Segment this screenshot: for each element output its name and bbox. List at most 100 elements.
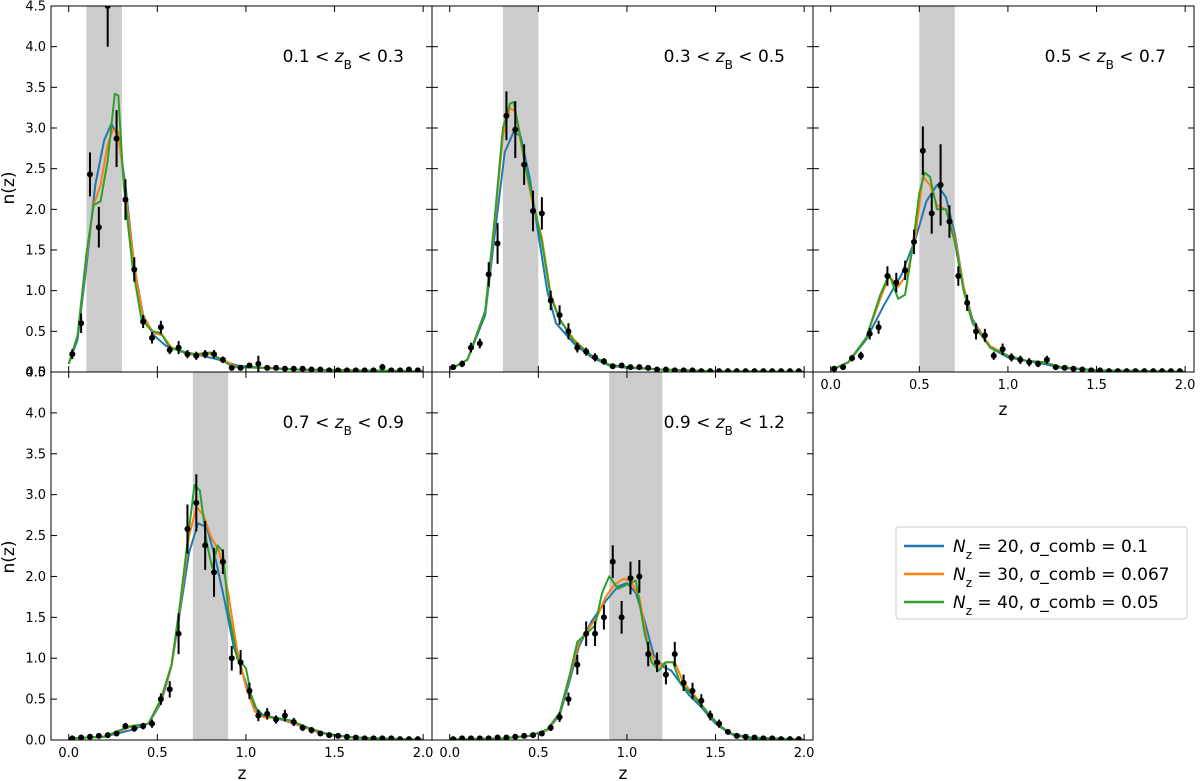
panel-label-p5: 0.9 < zB < 1.2 [664,413,785,438]
y-tick-label-p4-5: 2.5 [25,529,46,544]
data-point-p2-11 [547,297,554,304]
data-point-p2-2 [467,344,474,351]
x-tick-label-p3-3: 1.5 [1086,378,1107,393]
legend-label-1: Nz = 30, σ_comb = 0.067 [953,565,1170,590]
panel-label-p1: 0.1 < zB < 0.3 [283,47,404,72]
data-point-p5-20 [627,575,634,582]
y-axis-label-bottom: n(z) [0,541,19,574]
data-point-p4-8 [140,723,147,730]
data-point-p1-13 [184,351,191,358]
x-tick-label-p3-1: 0.5 [909,378,930,393]
legend-label-2: Nz = 40, σ_comb = 0.05 [953,593,1159,618]
data-point-p2-30 [716,368,723,372]
data-point-p4-17 [219,558,226,565]
data-point-p5-14 [574,661,581,668]
data-point-p4-10 [157,696,164,703]
data-point-p4-26 [299,724,306,731]
data-point-p5-7 [512,733,519,740]
data-point-p4-38 [405,736,412,740]
data-point-p2-8 [521,161,528,168]
series-line-green-p1 [67,92,424,372]
data-point-p3-35 [1141,368,1148,372]
data-point-p4-36 [388,735,395,740]
data-point-p5-23 [654,659,661,666]
data-point-p2-4 [485,271,492,278]
y-tick-label-p4-1: 0.5 [25,693,46,708]
data-point-p2-21 [636,364,643,371]
data-point-p3-14 [955,273,962,280]
data-point-p1-22 [264,364,271,371]
data-point-p2-22 [645,364,652,371]
data-point-p2-36 [769,368,776,372]
data-point-p3-15 [964,299,971,306]
panel-label-p4: 0.7 < zB < 0.9 [283,413,404,438]
data-point-p4-0 [69,735,76,740]
data-point-p2-9 [530,207,537,214]
x-tick-label-p4-0: 0.0 [58,746,79,761]
data-point-p3-1 [840,364,847,371]
data-point-p1-14 [193,352,200,359]
data-point-p5-10 [538,730,545,737]
data-point-p1-20 [246,362,253,369]
data-point-p4-28 [317,730,324,737]
data-point-p5-37 [778,736,785,740]
data-point-p1-11 [166,347,173,354]
data-point-p2-28 [698,368,705,372]
data-point-p5-34 [751,734,758,740]
x-tick-label-p4-1: 0.5 [147,746,168,761]
data-point-p3-7 [893,279,900,286]
y-tick-label-p1-8: 4.0 [25,40,46,55]
data-point-p1-15 [202,351,209,358]
data-point-p3-3 [857,352,864,359]
data-point-p1-28 [317,366,324,372]
y-tick-label-p1-6: 3.0 [25,122,46,137]
data-point-p5-4 [485,735,492,740]
y-axis-label-top: n(z) [0,172,19,205]
data-point-p4-24 [281,712,288,719]
data-point-p4-20 [246,687,253,694]
data-point-p5-18 [609,558,616,565]
data-point-p3-5 [875,324,882,331]
data-point-p2-12 [556,312,563,319]
data-point-p3-2 [848,355,855,362]
data-point-p3-17 [981,332,988,339]
data-point-p4-37 [397,736,404,740]
data-point-p4-15 [202,542,209,549]
data-point-p4-19 [237,659,244,666]
data-point-p4-3 [95,732,102,739]
data-point-p4-11 [166,686,173,693]
data-point-p3-21 [1017,356,1024,363]
data-points-p3 [831,126,1183,372]
legend: Nz = 20, σ_comb = 0.1 Nz = 30, σ_comb = 0… [895,526,1188,620]
data-point-p4-6 [122,723,129,730]
data-point-p2-34 [751,368,758,372]
data-point-p5-35 [760,735,767,740]
data-points-p4 [69,474,421,740]
data-points-p1 [69,6,421,372]
x-tick-label-p5-0: 0.0 [439,746,460,761]
data-point-p3-38 [1167,368,1174,372]
y-tick-label-p4-3: 1.5 [25,611,46,626]
data-point-p2-16 [592,354,599,361]
data-point-p5-16 [592,630,599,637]
data-point-p2-32 [733,368,740,372]
data-point-p1-24 [281,365,288,372]
x-tick-label-p4-2: 1.0 [236,746,257,761]
data-point-p4-14 [193,499,200,506]
data-point-p1-37 [397,367,404,372]
x-tick-label-p5-1: 0.5 [528,746,549,761]
data-point-p3-32 [1114,368,1121,372]
data-point-p3-9 [911,238,918,245]
series-line-orange-p2 [449,106,805,372]
data-point-p1-9 [149,334,156,341]
text-layer: 0.0 0.5 1.0 1.5 2.0 2.5 3.0 3.5 4.0 4.5 0.1 < zB <… [25,0,1195,761]
data-point-p2-29 [707,368,714,372]
data-point-p4-1 [78,734,85,740]
y-tick-label-p4-4: 2.0 [25,570,46,585]
band-layer [86,6,955,740]
data-point-p5-1 [459,735,466,740]
series-line-green-p4 [68,483,424,740]
data-point-p4-25 [290,719,297,726]
data-point-p1-21 [255,360,262,367]
data-point-p5-8 [521,732,528,739]
